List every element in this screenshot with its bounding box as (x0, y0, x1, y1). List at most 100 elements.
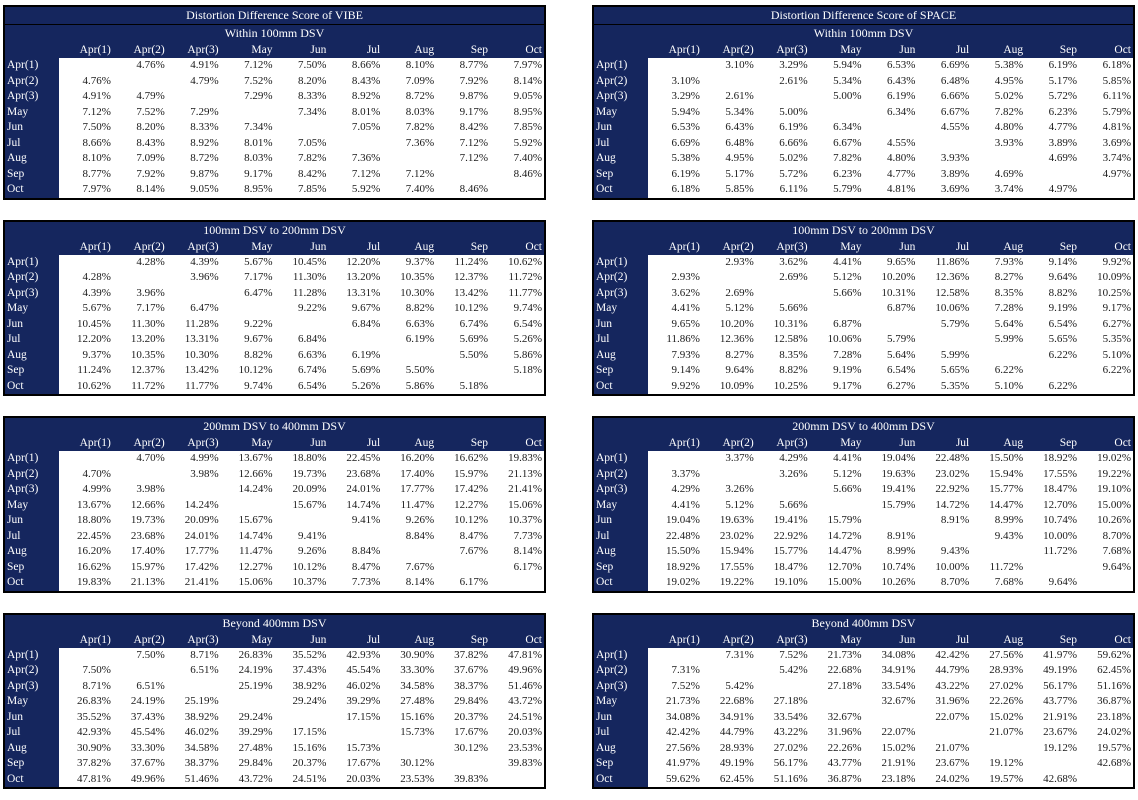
value-cell: 15.67% (274, 497, 329, 513)
value-cell: 8.10% (59, 151, 113, 167)
value-cell: 4.69% (971, 166, 1026, 182)
row-label: Oct (594, 771, 648, 787)
value-cell (220, 301, 275, 317)
corner-cell (594, 435, 648, 451)
column-header: Aug (971, 435, 1026, 451)
value-cell: 7.82% (971, 104, 1026, 120)
value-cell (166, 89, 221, 105)
column-header: Apr(2) (701, 238, 756, 255)
row-label: Apr(3) (5, 285, 59, 301)
matrix-row: May 13.67% 12.66% 14.24% 15.67% 14.74% 11.47% 1… (5, 497, 544, 513)
value-cell: 4.77% (1025, 120, 1079, 136)
row-label: Apr(3) (594, 678, 648, 694)
value-cell: 2.69% (701, 285, 756, 301)
value-cell (59, 254, 113, 270)
row-label: May (594, 104, 648, 120)
value-cell: 13.42% (166, 363, 221, 379)
value-cell: 5.72% (755, 166, 810, 182)
value-cell: 7.40% (382, 182, 437, 198)
value-cell: 7.50% (112, 647, 167, 663)
value-cell: 7.50% (59, 663, 113, 679)
value-cell: 10.12% (274, 559, 329, 575)
value-cell (1025, 559, 1079, 575)
matrix-row: Apr(2) 4.76% 4.79% 7.52% 8.20% 8.43% 7.09% 7.92… (5, 73, 544, 89)
row-label: Apr(1) (594, 451, 648, 467)
value-cell (112, 270, 167, 286)
row-label: Apr(1) (594, 647, 648, 663)
matrix-row: May 5.67% 7.17% 6.47% 9.22% 9.67% 8.82% 10.12% 9… (5, 301, 544, 317)
value-cell: 5.92% (328, 182, 383, 198)
value-cell: 17.67% (436, 725, 490, 741)
matrix-row: Jun 35.52% 37.43% 38.92% 29.24% 17.15% 15.16% 2… (5, 709, 544, 725)
matrix-row: Aug 16.20% 17.40% 17.77% 11.47% 9.26% 8.84% 7.6… (5, 544, 544, 560)
matrix-row: Sep 9.14% 9.64% 8.82% 9.19% 6.54% 5.65% 6.22% 6.… (594, 363, 1133, 379)
value-cell: 7.92% (112, 166, 167, 182)
value-cell (971, 151, 1026, 167)
value-cell: 7.12% (220, 58, 275, 74)
value-cell: 8.82% (755, 363, 810, 379)
value-cell: 3.69% (1079, 135, 1133, 151)
value-cell: 62.45% (701, 771, 756, 787)
value-cell: 6.69% (917, 58, 972, 74)
value-cell: 15.97% (436, 466, 490, 482)
value-cell: 5.66% (755, 497, 810, 513)
value-cell: 38.37% (166, 756, 221, 772)
value-cell: 39.29% (328, 694, 383, 710)
value-cell: 7.52% (112, 104, 167, 120)
value-cell: 49.19% (1025, 663, 1079, 679)
column-header-row: Apr(1) Apr(2) Apr(3) May Jun Jul Aug Sep Oct (5, 238, 544, 255)
matrix-row: Sep 8.77% 7.92% 9.87% 9.17% 8.42% 7.12% 7.12% 8.… (5, 166, 544, 182)
row-label: Apr(3) (5, 89, 59, 105)
value-cell: 23.68% (328, 466, 383, 482)
column-header: Apr(3) (755, 42, 810, 58)
value-cell: 37.67% (112, 756, 167, 772)
value-cell: 10.12% (436, 301, 490, 317)
value-cell (274, 709, 329, 725)
matrix-row: Aug 9.37% 10.35% 10.30% 8.82% 6.63% 6.19% 5.50%… (5, 347, 544, 363)
value-cell: 13.67% (59, 497, 113, 513)
matrix-row: Apr(1) 4.70% 4.99% 13.67% 18.80% 22.45% 16.20%… (5, 451, 544, 467)
value-cell: 10.26% (1079, 513, 1133, 529)
value-cell: 4.97% (1079, 166, 1133, 182)
value-cell: 5.00% (809, 89, 864, 105)
value-cell: 22.26% (809, 740, 864, 756)
value-cell: 20.03% (328, 771, 383, 787)
column-header: Sep (1025, 238, 1079, 255)
value-cell: 6.63% (274, 347, 329, 363)
value-cell: 35.52% (59, 709, 113, 725)
value-cell: 9.37% (59, 347, 113, 363)
matrix-body: Apr(1) Apr(2) Apr(3) May Jun Jul Aug Sep Oct Apr(… (594, 631, 1133, 787)
matrix-row: Sep 11.24% 12.37% 13.42% 10.12% 6.74% 5.69% 5.5… (5, 363, 544, 379)
value-cell: 4.80% (971, 120, 1026, 136)
value-cell: 7.85% (274, 182, 329, 198)
value-cell: 4.55% (917, 120, 972, 136)
column-header: May (809, 631, 864, 648)
matrix-body: Apr(1) Apr(2) Apr(3) May Jun Jul Aug Sep Oct Apr(… (5, 238, 544, 394)
column-header: Oct (490, 238, 544, 255)
value-cell: 5.12% (809, 466, 864, 482)
matrix-row: Aug 15.50% 15.94% 15.77% 14.47% 8.99% 9.43% 11.… (594, 544, 1133, 560)
value-cell: 8.91% (917, 513, 972, 529)
value-cell: 18.47% (1025, 482, 1079, 498)
value-cell: 37.82% (436, 647, 490, 663)
value-cell (112, 73, 167, 89)
matrix-row: Jun 18.80% 19.73% 20.09% 15.67% 9.41% 9.26% 10.… (5, 513, 544, 529)
value-cell: 5.35% (917, 378, 972, 394)
value-cell: 8.92% (328, 89, 383, 105)
value-cell: 5.86% (382, 378, 437, 394)
value-cell: 45.54% (328, 663, 383, 679)
value-cell (166, 482, 221, 498)
value-cell: 6.67% (809, 135, 864, 151)
section-block-3: 200mm DSV to 400mm DSV Apr(1) Apr(2) Apr(3)… (3, 416, 546, 593)
value-cell: 5.17% (701, 166, 756, 182)
value-cell: 15.67% (220, 513, 275, 529)
column-header-row: Apr(1) Apr(2) Apr(3) May Jun Jul Aug Sep Oct (5, 42, 544, 58)
value-cell (917, 135, 972, 151)
value-cell (1079, 771, 1133, 787)
matrix-row: Aug 8.10% 7.09% 8.72% 8.03% 7.82% 7.36% 7.12% 7.… (5, 151, 544, 167)
value-cell: 9.74% (220, 378, 275, 394)
value-cell: 4.79% (112, 89, 167, 105)
section-block-4: Beyond 400mm DSV Apr(1) Apr(2) Apr(3) May Jun… (3, 612, 546, 789)
value-cell: 11.28% (274, 285, 329, 301)
row-label: Aug (594, 740, 648, 756)
